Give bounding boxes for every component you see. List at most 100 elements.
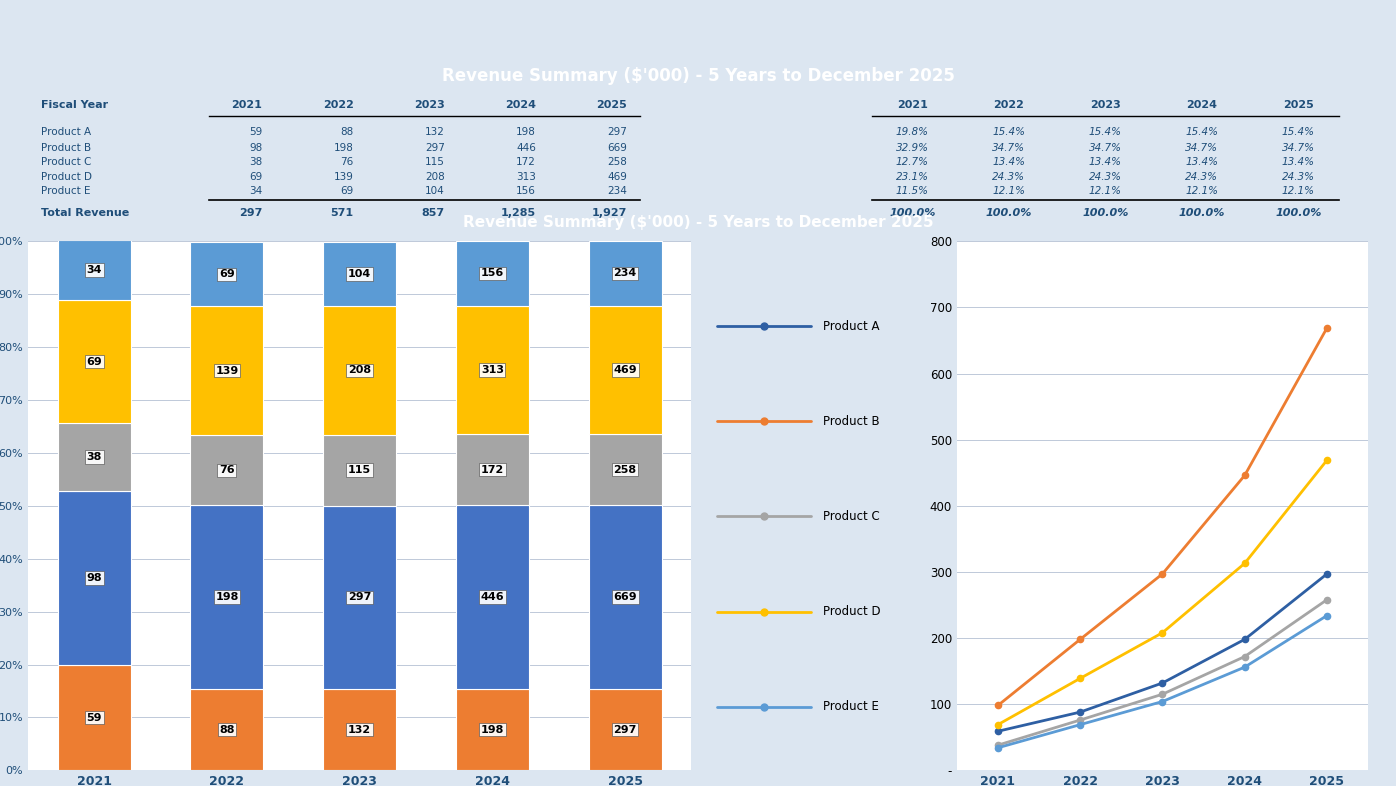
Text: 258: 258 <box>613 465 637 475</box>
Text: 297: 297 <box>348 592 371 602</box>
Text: 13.4%: 13.4% <box>1185 157 1219 167</box>
Bar <box>190 435 264 505</box>
Text: Product A: Product A <box>42 127 92 137</box>
Text: 38: 38 <box>87 452 102 462</box>
Bar <box>322 689 396 770</box>
Text: 297: 297 <box>613 725 637 735</box>
Text: 1,285: 1,285 <box>501 208 536 219</box>
Text: 297: 297 <box>239 208 262 219</box>
Text: Product D: Product D <box>824 605 881 618</box>
Bar <box>589 306 662 435</box>
Bar <box>589 435 662 505</box>
Text: 669: 669 <box>613 592 637 602</box>
Text: 24.3%: 24.3% <box>1089 172 1122 182</box>
Text: 100.0%: 100.0% <box>986 208 1032 219</box>
Text: Revenue Summary ($'000) - 5 Years to December 2025: Revenue Summary ($'000) - 5 Years to Dec… <box>441 67 955 85</box>
Text: 32.9%: 32.9% <box>896 143 928 152</box>
Text: 15.4%: 15.4% <box>1282 127 1315 137</box>
Text: 104: 104 <box>424 185 445 196</box>
Text: 208: 208 <box>424 172 445 182</box>
Text: 88: 88 <box>219 725 235 735</box>
Text: 38: 38 <box>250 157 262 167</box>
Text: 59: 59 <box>250 127 262 137</box>
Text: Product B: Product B <box>824 415 879 428</box>
Text: 34.7%: 34.7% <box>1282 143 1315 152</box>
Text: 2022: 2022 <box>322 100 353 110</box>
Text: 2022: 2022 <box>994 100 1025 110</box>
Text: 34.7%: 34.7% <box>993 143 1026 152</box>
Text: 139: 139 <box>215 365 239 376</box>
Bar <box>57 665 131 770</box>
Text: 857: 857 <box>422 208 445 219</box>
Text: 98: 98 <box>250 143 262 152</box>
Text: 34.7%: 34.7% <box>1089 143 1122 152</box>
Text: Product D: Product D <box>42 172 92 182</box>
Text: Total Revenue: Total Revenue <box>42 208 130 219</box>
Bar <box>589 241 662 306</box>
Text: 139: 139 <box>334 172 353 182</box>
Bar <box>456 505 529 689</box>
Bar <box>456 689 529 770</box>
Text: 76: 76 <box>341 157 353 167</box>
Text: 669: 669 <box>607 143 627 152</box>
Text: 2025: 2025 <box>1283 100 1314 110</box>
Text: 98: 98 <box>87 573 102 583</box>
Text: 198: 198 <box>480 725 504 735</box>
Bar <box>190 307 264 435</box>
Text: 313: 313 <box>480 365 504 375</box>
Text: 2023: 2023 <box>415 100 445 110</box>
Text: Product B: Product B <box>42 143 92 152</box>
Text: 258: 258 <box>607 157 627 167</box>
Text: 24.3%: 24.3% <box>1185 172 1219 182</box>
Bar <box>190 505 264 689</box>
Bar <box>322 435 396 505</box>
Text: 132: 132 <box>424 127 445 137</box>
Text: 100.0%: 100.0% <box>1275 208 1322 219</box>
Bar <box>57 423 131 490</box>
Text: 1,927: 1,927 <box>592 208 627 219</box>
Text: 12.1%: 12.1% <box>1282 185 1315 196</box>
Bar <box>456 435 529 505</box>
Text: 156: 156 <box>517 185 536 196</box>
Text: 446: 446 <box>480 592 504 602</box>
Text: 172: 172 <box>480 465 504 475</box>
Text: Product C: Product C <box>824 510 879 523</box>
Text: 12.1%: 12.1% <box>1185 185 1219 196</box>
Text: 234: 234 <box>613 269 637 278</box>
Text: 446: 446 <box>517 143 536 152</box>
Text: 100.0%: 100.0% <box>889 208 935 219</box>
Text: 23.1%: 23.1% <box>896 172 928 182</box>
Text: Product E: Product E <box>824 700 879 714</box>
Text: 12.1%: 12.1% <box>993 185 1026 196</box>
Text: 198: 198 <box>334 143 353 152</box>
Bar <box>57 490 131 665</box>
Text: 172: 172 <box>517 157 536 167</box>
Text: 15.4%: 15.4% <box>1185 127 1219 137</box>
Text: 69: 69 <box>219 270 235 279</box>
Bar <box>456 306 529 435</box>
Text: 198: 198 <box>517 127 536 137</box>
Text: Product C: Product C <box>42 157 92 167</box>
Text: 198: 198 <box>215 592 239 602</box>
Text: 132: 132 <box>348 725 371 735</box>
Text: 34: 34 <box>87 265 102 275</box>
Text: 19.8%: 19.8% <box>896 127 928 137</box>
Text: 34.7%: 34.7% <box>1185 143 1219 152</box>
Bar <box>322 242 396 307</box>
Bar <box>322 307 396 435</box>
Text: 469: 469 <box>607 172 627 182</box>
Text: 115: 115 <box>348 465 371 475</box>
Text: 13.4%: 13.4% <box>993 157 1026 167</box>
Text: 69: 69 <box>341 185 353 196</box>
Text: 12.1%: 12.1% <box>1089 185 1122 196</box>
Text: 15.4%: 15.4% <box>993 127 1026 137</box>
Text: 2023: 2023 <box>1090 100 1121 110</box>
Text: 104: 104 <box>348 269 371 279</box>
Text: 469: 469 <box>613 365 637 375</box>
Text: 2024: 2024 <box>1187 100 1217 110</box>
Text: Product E: Product E <box>42 185 91 196</box>
Bar <box>190 242 264 307</box>
Text: 69: 69 <box>87 357 102 366</box>
Text: Revenue Summary ($'000) - 5 Years to December 2025: Revenue Summary ($'000) - 5 Years to Dec… <box>462 215 934 230</box>
Bar <box>456 241 529 306</box>
